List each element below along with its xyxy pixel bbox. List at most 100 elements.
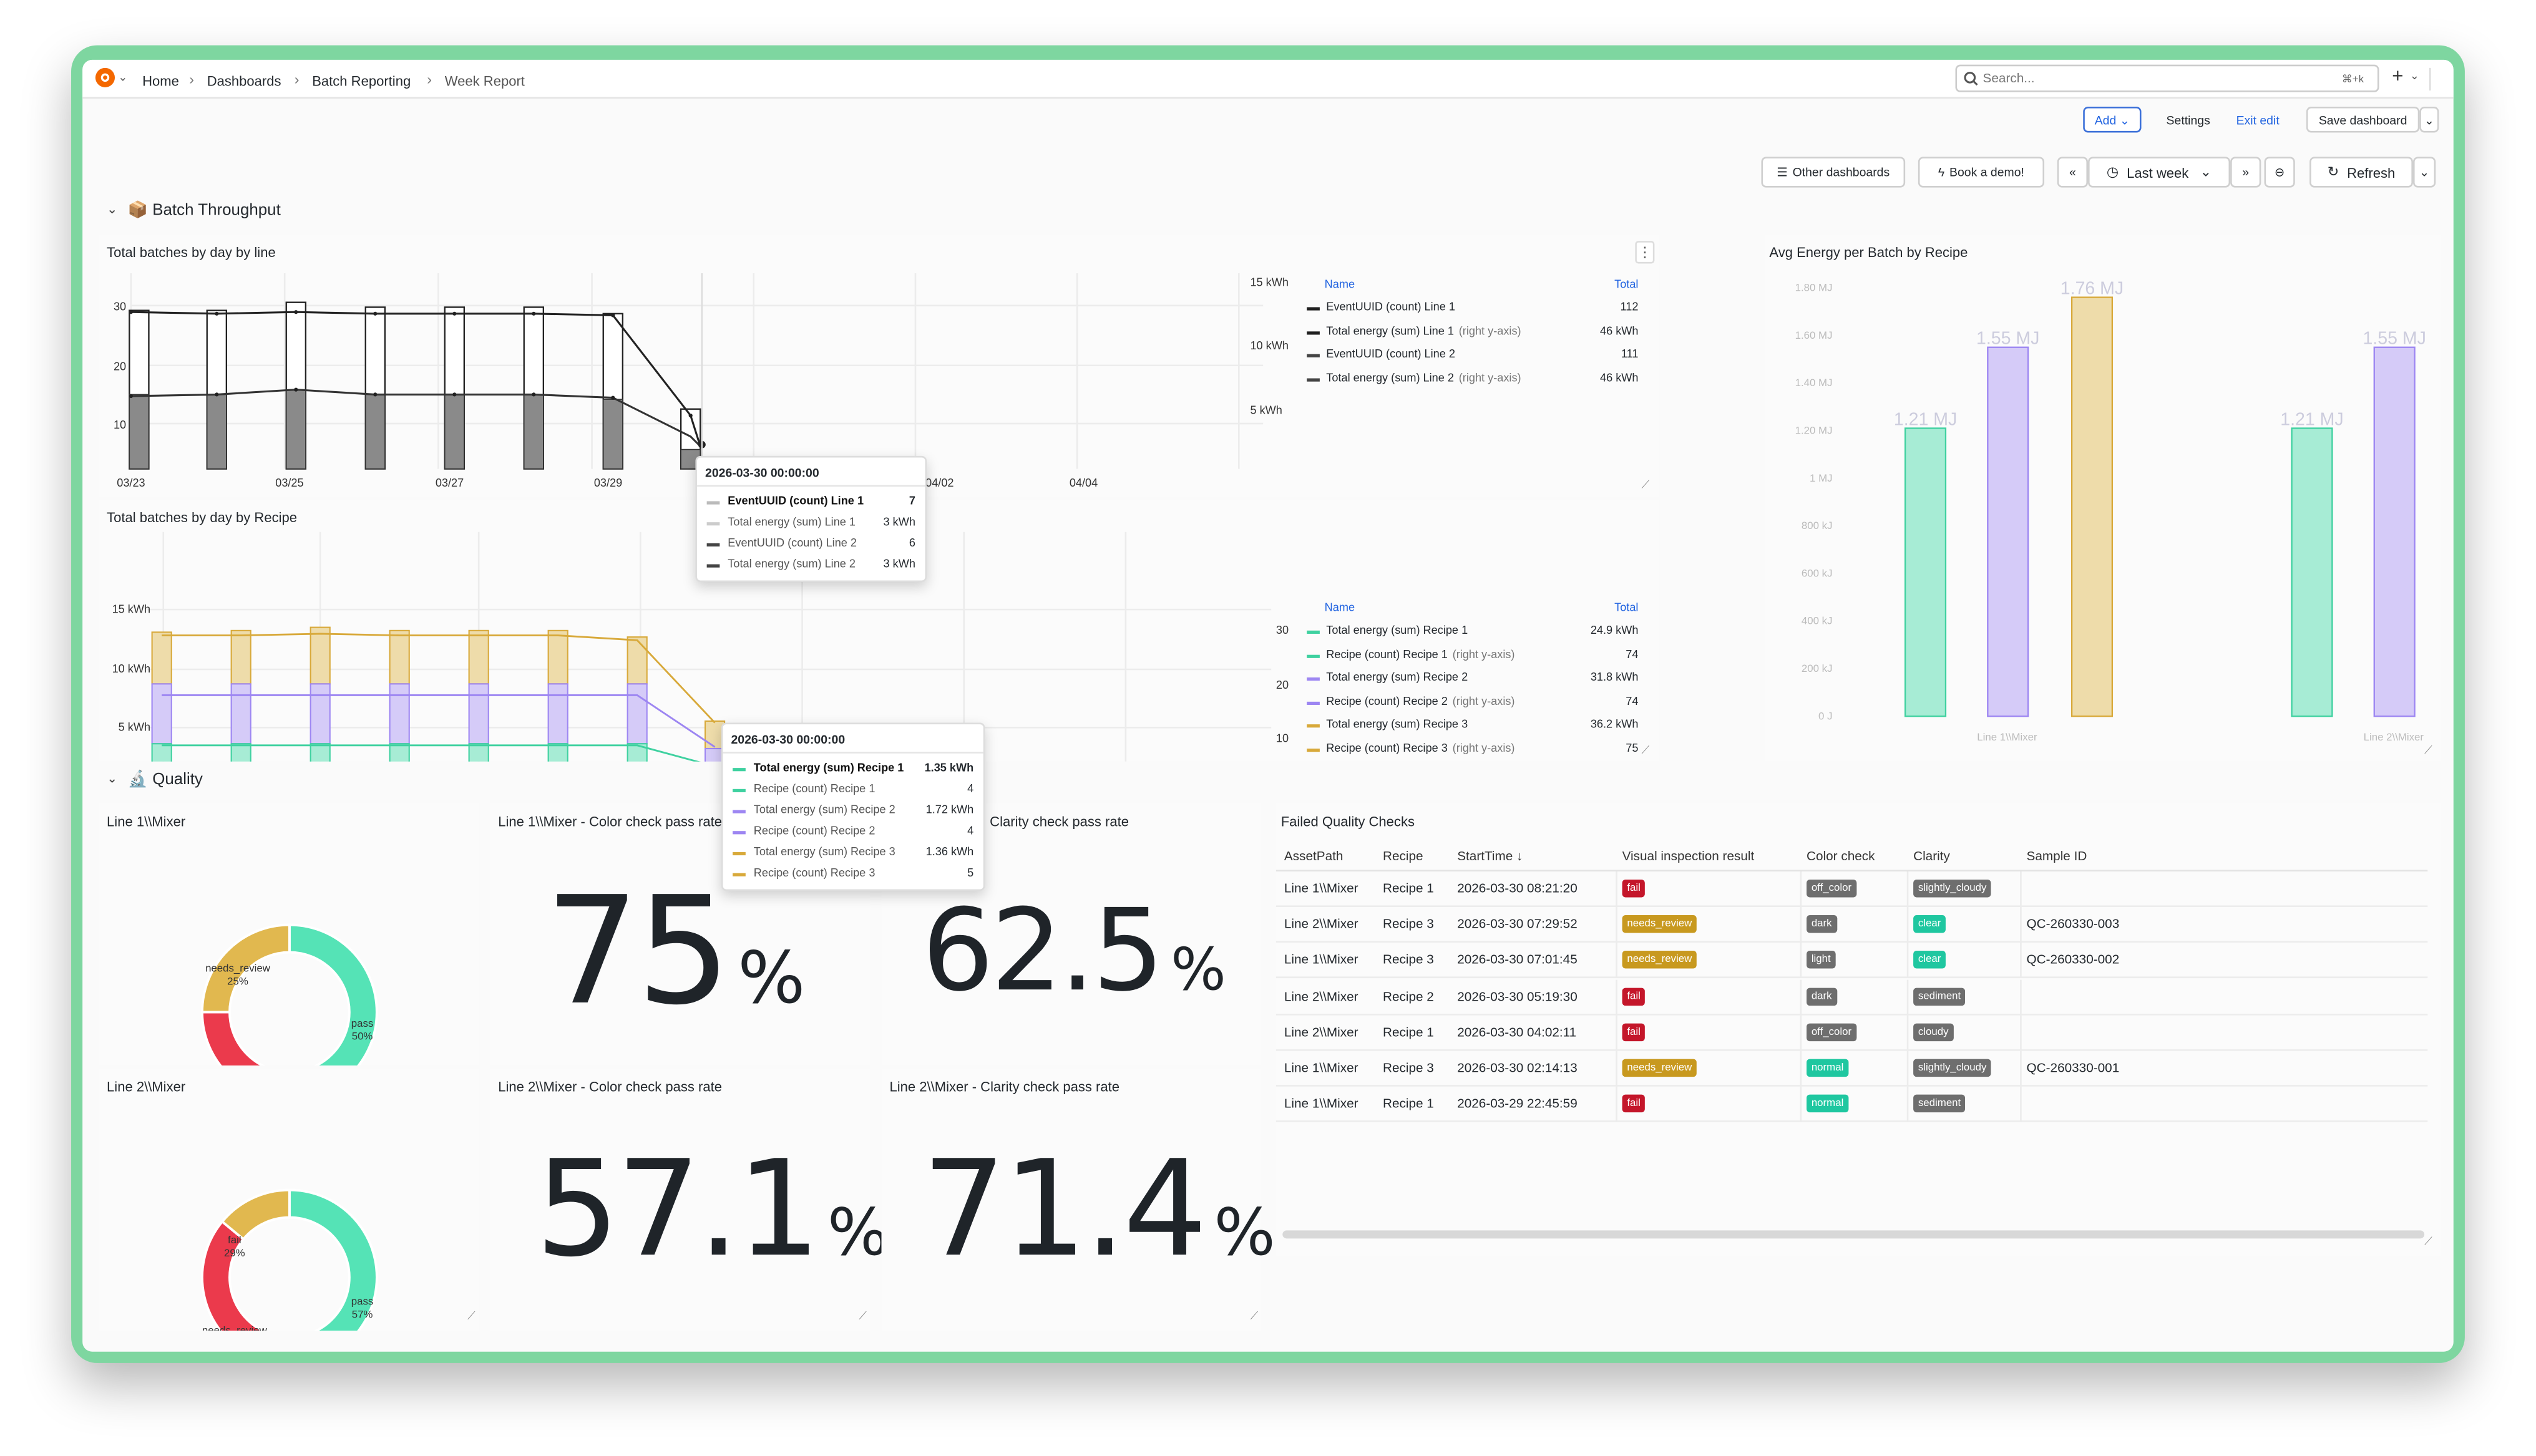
panel-title[interactable]: Line 2\\Mixer [107, 1078, 186, 1095]
table-header[interactable]: Sample ID [2026, 848, 2087, 864]
tooltip-value: 3 kWh [883, 517, 915, 529]
time-forward-button[interactable]: » [2230, 157, 2261, 188]
chart-avg-energy[interactable]: 1.80 MJ 1.60 MJ 1.40 MJ 1.20 MJ 1 MJ 800 kJ 60… [1765, 235, 2441, 762]
book-demo-button[interactable]: ϟ Book a demo! [1918, 157, 2045, 188]
table-row[interactable] [1275, 943, 2428, 979]
grafana-logo-icon[interactable] [94, 66, 116, 89]
horizontal-scrollbar[interactable] [1282, 1230, 2425, 1239]
tooltip-label: Recipe (count) Recipe 2 [753, 826, 875, 838]
resize-handle-icon[interactable]: ⟋ [2424, 745, 2432, 757]
row-title-quality[interactable]: 🔬 Quality [127, 771, 203, 789]
table-row[interactable] [1275, 907, 2428, 943]
donut-label-name: fail [228, 1234, 241, 1246]
donut-label-pct: 50% [352, 1031, 373, 1042]
resize-handle-icon[interactable]: ⟋ [1641, 745, 1650, 757]
refresh-button[interactable]: ↻ Refresh [2309, 157, 2413, 188]
resize-handle-icon[interactable]: ⟋ [467, 1311, 476, 1323]
table-row[interactable] [1275, 979, 2428, 1015]
collapse-chevron-icon[interactable]: ⌄ [107, 201, 118, 217]
bar [2070, 296, 2114, 717]
add-new-icon[interactable]: + [2392, 64, 2404, 87]
column-divider [1616, 871, 1617, 907]
zoom-out-button[interactable]: ⊖ [2264, 157, 2295, 188]
y-tick-label-right: 5 kWh [1250, 404, 1282, 417]
refresh-interval-button[interactable]: ⌄ [2412, 157, 2436, 188]
table-cell: 2026-03-30 04:02:11 [1457, 1024, 1577, 1040]
settings-button[interactable]: Settings [2166, 112, 2210, 127]
resize-handle-icon[interactable]: ⟋ [1250, 1311, 1259, 1323]
table-header[interactable]: AssetPath [1284, 848, 1344, 864]
y-tick-label: 1.60 MJ [1795, 329, 1833, 341]
legend-item-name[interactable]: Total energy (sum) Line 2 (right y-axis) [1326, 372, 1521, 384]
column-divider [1906, 979, 1909, 1015]
collapse-chevron-icon[interactable]: ⌄ [107, 771, 118, 786]
tooltip-label: EventUUID (count) Line 1 [728, 496, 864, 508]
panel-title[interactable]: Total batches by day by line [107, 244, 276, 261]
stat-number: 57.1 [535, 1133, 821, 1288]
column-divider [1800, 943, 1802, 979]
table-row[interactable] [1275, 1015, 2428, 1051]
table-header[interactable]: Visual inspection result [1622, 848, 1755, 864]
table-row[interactable] [1275, 1051, 2428, 1087]
row-title-throughput[interactable]: 📦 Batch Throughput [127, 201, 281, 220]
table-row[interactable] [1275, 871, 2428, 907]
table-row[interactable] [1275, 1087, 2428, 1123]
breadcrumb-dashboards[interactable]: Dashboards [207, 72, 281, 89]
legend-item-name[interactable]: Total energy (sum) Line 1 (right y-axis) [1326, 326, 1521, 337]
resize-handle-icon[interactable]: ⟋ [1641, 480, 1650, 492]
legend-item-name[interactable]: Recipe (count) Recipe 3 (right y-axis) [1326, 742, 1515, 755]
panel-stat-line2-color: Line 2\\Mixer - Color check pass rate 57… [490, 1069, 889, 1331]
panel-title[interactable]: Line 2\\Mixer - Color check pass rate [498, 1078, 723, 1095]
legend-item-name[interactable]: Recipe (count) Recipe 2 (right y-axis) [1326, 696, 1515, 707]
panel-title[interactable]: Line 2\\Mixer - Clarity check pass rate [889, 1078, 1120, 1095]
tooltip-swatch [733, 768, 746, 772]
exit-edit-button[interactable]: Exit edit [2236, 112, 2280, 127]
bar [364, 394, 386, 470]
breadcrumb-batch-reporting[interactable]: Batch Reporting [312, 72, 411, 89]
stat-number: 62.5 [922, 884, 1164, 1017]
panel-title[interactable]: Clarity check pass rate [990, 813, 1129, 830]
table-header[interactable]: Clarity [1913, 848, 1950, 864]
legend-item-name[interactable]: Total energy (sum) Recipe 3 [1326, 719, 1468, 731]
chevron-down-icon[interactable]: ⌄ [118, 72, 128, 84]
legend-item-name[interactable]: Recipe (count) Recipe 1 (right y-axis) [1326, 649, 1515, 661]
data-point [215, 392, 219, 397]
data-point [294, 310, 298, 314]
panel-title[interactable]: Line 1\\Mixer - Color check pass rate [498, 813, 723, 830]
donut-label-pct: 25% [227, 975, 248, 987]
save-options-button[interactable]: ⌄ [2419, 107, 2439, 133]
other-dashboards-button[interactable]: ☰ Other dashboards [1761, 157, 1906, 188]
legend-item-total: 111 [1621, 349, 1639, 361]
panel-menu-icon[interactable]: ⋮ [1635, 241, 1655, 264]
chart-batches-by-line[interactable]: 30 20 10 15 kWh 10 kWh 5 kWh 03/23 03/25 03/27 03… [99, 235, 1659, 497]
search-icon [1964, 72, 1978, 86]
refresh-label: Refresh [2347, 164, 2396, 180]
panel-title[interactable]: Line 1\\Mixer [107, 813, 186, 830]
table-header[interactable]: StartTime ↓ [1457, 848, 1523, 864]
legend-item-name[interactable]: Total energy (sum) Recipe 2 [1326, 672, 1468, 684]
panel-stat-line2-clarity: Line 2\\Mixer - Clarity check pass rate … [881, 1069, 1275, 1331]
legend-item-name[interactable]: EventUUID (count) Line 2 [1326, 349, 1456, 361]
panel-title[interactable]: Avg Energy per Batch by Recipe [1769, 244, 1968, 261]
resize-handle-icon[interactable]: ⟋ [859, 1311, 867, 1323]
chevron-down-icon[interactable]: ⌄ [2409, 71, 2420, 83]
legend-item-name[interactable]: Total energy (sum) Recipe 1 [1326, 626, 1468, 638]
time-back-button[interactable]: « [2057, 157, 2089, 188]
table-header[interactable]: Recipe [1382, 848, 1423, 864]
save-dashboard-button[interactable]: Save dashboard [2306, 107, 2420, 133]
data-point [294, 387, 298, 392]
panel-title[interactable]: Total batches by day by Recipe [107, 509, 298, 526]
resize-handle-icon[interactable]: ⟋ [2424, 1236, 2432, 1248]
add-button[interactable]: Add ⌄ [2083, 107, 2142, 133]
search-input[interactable]: Search... ⌘+k [1955, 64, 2379, 92]
stat-value: 62.5% [922, 885, 1226, 1017]
breadcrumb-home[interactable]: Home [142, 72, 179, 89]
legend-item-name[interactable]: EventUUID (count) Line 1 [1326, 302, 1456, 314]
time-range-picker[interactable]: ◷ Last week ⌄ [2088, 157, 2231, 188]
donut-slice [220, 1188, 291, 1241]
table-header[interactable]: Color check [1807, 848, 1875, 864]
panel-title[interactable]: Failed Quality Checks [1280, 813, 1415, 830]
